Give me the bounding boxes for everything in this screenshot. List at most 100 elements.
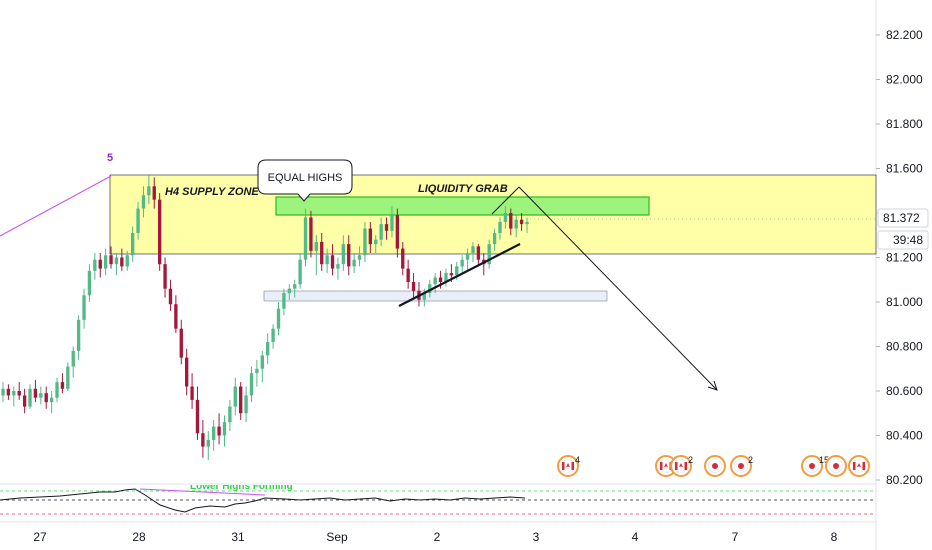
candle-up: [49, 397, 54, 403]
candle-up: [271, 328, 275, 343]
candle-up: [352, 259, 356, 267]
candle-down: [449, 273, 454, 276]
canada-event-icon[interactable]: [848, 455, 870, 477]
candle-down: [384, 224, 389, 231]
event-count: 2: [688, 455, 693, 465]
candle-down: [98, 259, 102, 269]
candle-up: [260, 355, 264, 369]
supply-zone-label: H4 SUPPLY ZONE: [165, 186, 259, 198]
indicator-line: [0, 488, 526, 513]
candle-up: [244, 395, 248, 414]
japan-event-icon[interactable]: [730, 455, 752, 477]
canada-event-icon[interactable]: [670, 455, 692, 477]
rising-trendline[interactable]: [398, 243, 521, 307]
candle-up: [357, 255, 362, 260]
projection-arrowhead: [707, 380, 718, 391]
candle-up: [293, 284, 297, 289]
japan-event-icon[interactable]: [704, 455, 726, 477]
indicator-pane[interactable]: Lower Highs Forming: [0, 481, 876, 515]
indicator-divergence-label: Lower Highs Forming: [190, 481, 293, 492]
candle-down: [509, 213, 513, 229]
candle-up: [71, 350, 75, 367]
time-tick-label: 2: [434, 530, 441, 544]
candle-down: [179, 328, 183, 358]
japan-event-icon[interactable]: [801, 455, 823, 477]
candle-up: [444, 273, 448, 282]
candle-up: [287, 288, 291, 294]
projection-line-down[interactable]: [518, 186, 718, 391]
equal-highs-label: EQUAL HIGHS: [268, 172, 343, 184]
price-axis[interactable]: 82.20082.00081.80081.60081.40081.20081.0…: [876, 28, 923, 487]
economic-events[interactable]: 462215: [557, 455, 870, 477]
candle-down: [438, 277, 443, 282]
wave-label: 5: [107, 152, 113, 164]
candle-up: [114, 257, 119, 265]
candle-series: [1, 175, 529, 460]
candle-down: [368, 228, 373, 245]
wave-line[interactable]: [0, 175, 112, 237]
time-tick-label: 3: [533, 530, 540, 544]
candle-up: [222, 422, 227, 436]
candle-down: [201, 433, 205, 447]
candle-up: [93, 259, 97, 271]
canada-event-icon[interactable]: [557, 455, 579, 477]
candle-up: [28, 388, 32, 407]
candle-up: [147, 186, 151, 196]
candle-up: [255, 368, 259, 374]
candle-up: [363, 228, 367, 256]
projection-line-up[interactable]: [491, 186, 520, 215]
candle-up: [206, 439, 210, 447]
candle-up: [422, 293, 427, 300]
price-tick-label: 80.200: [886, 473, 923, 487]
candle-up: [39, 393, 43, 398]
time-axis[interactable]: 27 28 31 Sep 2 3 4 7 8: [33, 530, 837, 544]
candle-down: [217, 426, 221, 436]
japan-event-icon[interactable]: [825, 455, 847, 477]
candle-up: [525, 221, 529, 225]
candle-up: [212, 426, 216, 440]
candle-down: [60, 382, 65, 389]
time-tick-label: 27: [33, 530, 47, 544]
event-count: 15: [819, 455, 829, 465]
time-tick-label: 28: [132, 530, 146, 544]
price-tick-label: 81.200: [886, 251, 923, 265]
candle-up: [336, 264, 340, 269]
time-tick-label: 31: [231, 530, 245, 544]
equal-highs-callout[interactable]: EQUAL HIGHS: [257, 159, 353, 202]
candle-up: [455, 266, 459, 276]
candle-up: [266, 342, 270, 356]
time-tick-label: 4: [632, 530, 639, 544]
candle-up: [233, 386, 237, 407]
candle-up: [341, 244, 346, 265]
price-tick-label: 82.200: [886, 28, 923, 42]
candle-up: [1, 388, 5, 396]
time-tick-label: 7: [732, 530, 739, 544]
candle-down: [152, 186, 156, 200]
candle-up: [55, 382, 59, 398]
price-tick-label: 80.400: [886, 429, 923, 443]
candle-down: [320, 241, 324, 265]
candle-down: [163, 264, 167, 289]
indicator-divergence-line: [139, 488, 266, 496]
event-count: 4: [575, 455, 580, 465]
candle-down: [168, 288, 173, 305]
candle-down: [6, 388, 11, 396]
current-price-badge: 81.372 39:48: [877, 208, 929, 250]
candle-down: [174, 304, 178, 329]
candle-up: [374, 239, 378, 245]
candle-down: [411, 281, 416, 291]
liquidity-zone[interactable]: [275, 196, 650, 216]
candle-up: [87, 270, 92, 296]
candle-down: [184, 357, 189, 387]
candle-down: [519, 219, 524, 225]
candle-down: [109, 255, 113, 265]
candle-down: [33, 388, 38, 398]
candle-up: [428, 284, 432, 294]
candle-up: [471, 246, 475, 254]
candle-down: [309, 217, 313, 251]
candle-down: [22, 395, 27, 407]
candle-up: [82, 295, 86, 320]
candle-up: [433, 277, 437, 285]
price-tick-label: 81.600: [886, 162, 923, 176]
